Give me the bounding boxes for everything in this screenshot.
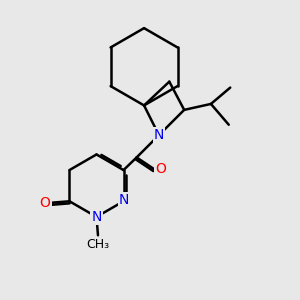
Text: O: O [40,196,50,210]
Text: CH₃: CH₃ [86,238,110,251]
Text: O: O [156,162,167,176]
Text: N: N [91,210,102,224]
Text: N: N [154,128,164,142]
Text: N: N [119,193,129,207]
